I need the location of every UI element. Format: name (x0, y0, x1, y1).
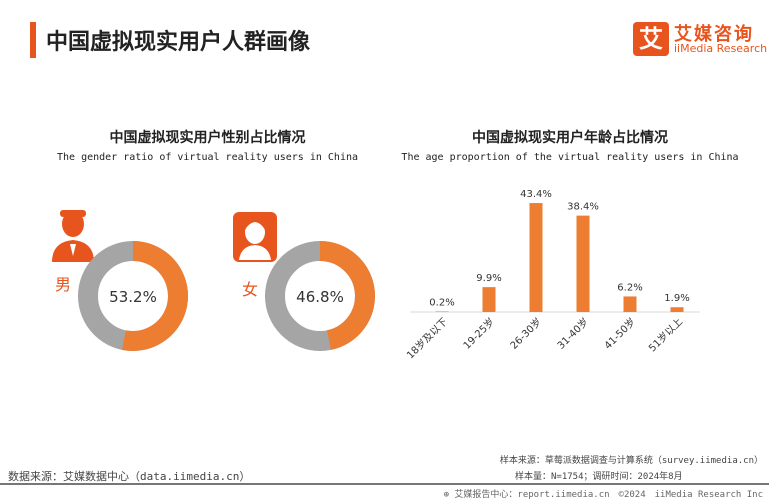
x-tick-label: 26-30岁 (507, 315, 544, 352)
report-center: ⊕ 艾媒报告中心：report.iimedia.cn ©2024 iiMedia… (444, 487, 763, 500)
sample-source: 样本来源：草莓派数据调查与计算系统（survey.iimedia.cn） (499, 456, 763, 466)
x-tick-label: 31-40岁 (554, 315, 591, 352)
footer-divider (0, 483, 769, 485)
x-tick-label: 18岁及以下 (404, 315, 450, 361)
x-tick-label: 51岁以上 (646, 315, 685, 354)
bar (529, 203, 543, 312)
report-center-text: 艾媒报告中心：report.iimedia.cn ©2024 iiMedia R… (454, 490, 763, 500)
x-tick-label: 41-50岁 (601, 315, 638, 352)
female-user-icon (233, 212, 277, 262)
donut-value-label: 53.2% (109, 288, 157, 306)
page-title: 中国虚拟现实用户人群画像 (46, 30, 311, 55)
donut-segment (319, 241, 375, 350)
bar-data-label: 1.9% (664, 293, 689, 304)
sample-size: 样本量：N=1754；调研时间：2024年8月 (515, 472, 683, 482)
bar (623, 296, 637, 312)
bar-data-label: 0.2% (429, 297, 454, 308)
x-tick-label: 19-25岁 (460, 315, 497, 352)
logo-text: 艾媒咨询 (674, 24, 754, 45)
bar-data-label: 38.4% (567, 202, 599, 213)
logo-mark: 艾 (633, 22, 669, 56)
bar-data-label: 6.2% (617, 282, 642, 293)
charts-svg: 男 女 53.2% 46.8% 0.2% 18岁及以下 9.9% 19-25岁 43.4%… (52, 189, 700, 361)
bar (670, 307, 684, 312)
title-accent (30, 22, 36, 58)
gender-chart-title: 中国虚拟现实用户性别占比情况 (109, 130, 306, 146)
male-user-icon (52, 210, 94, 262)
male-label: 男 (55, 275, 71, 294)
gender-chart-subtitle: The gender ratio of virtual reality user… (56, 152, 359, 163)
logo-subtext: iiMedia Research (674, 42, 768, 55)
bar (482, 287, 496, 312)
data-source: 数据来源：艾媒数据中心（data.iimedia.cn） (8, 470, 251, 483)
female-label: 女 (242, 280, 258, 299)
bar-data-label: 43.4% (520, 189, 552, 200)
age-chart-title: 中国虚拟现实用户年龄占比情况 (472, 130, 668, 146)
bar-data-label: 9.9% (476, 273, 501, 284)
donut-segment (122, 241, 188, 351)
bar (576, 215, 590, 312)
age-chart-subtitle: The age proportion of the virtual realit… (401, 152, 739, 163)
donut-value-label: 46.8% (296, 288, 344, 306)
bar (435, 311, 449, 312)
globe-icon: ⊕ (443, 490, 449, 500)
